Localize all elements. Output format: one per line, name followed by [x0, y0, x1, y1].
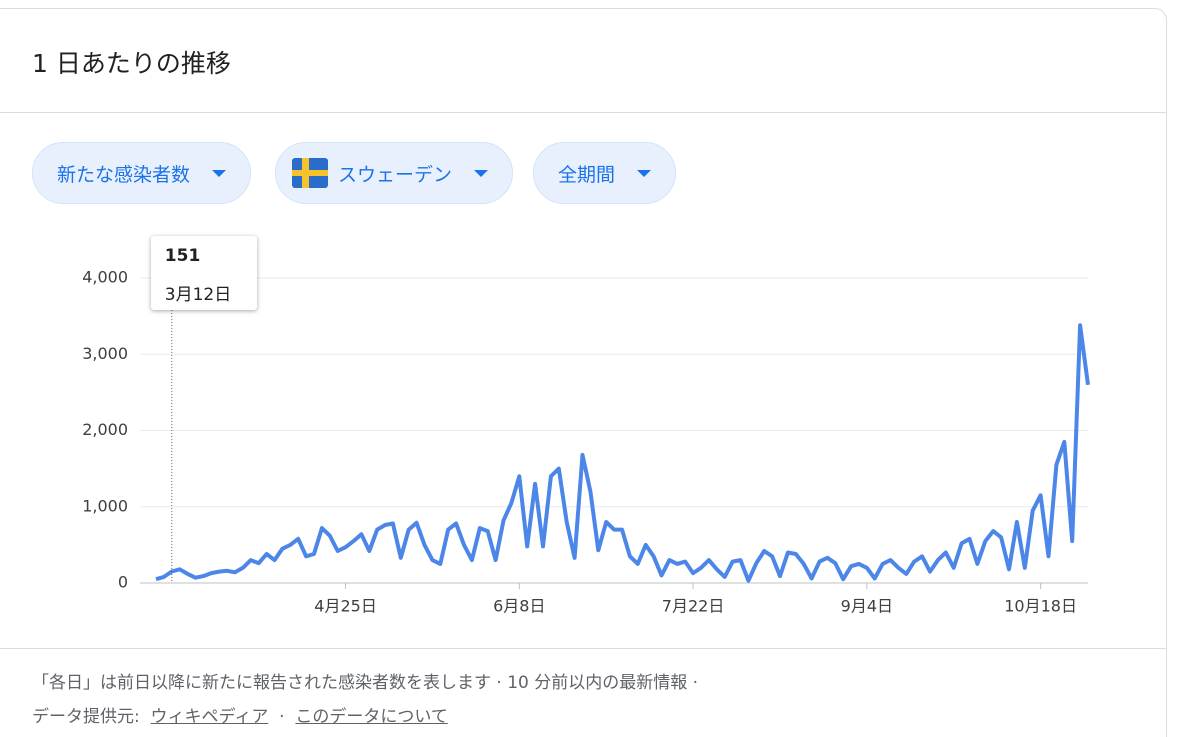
card	[0, 8, 1167, 737]
y-tick-label: 3,000	[82, 344, 128, 363]
flag	[292, 158, 328, 188]
x-tick-label: 9月4日	[841, 597, 893, 616]
metric-filter[interactable]: 新たな感染者数	[32, 142, 252, 204]
x-tick-label: 6月8日	[493, 597, 545, 616]
footer-source: データ提供元: ウィキペディア · このデータについて	[32, 702, 448, 727]
caret	[637, 169, 652, 177]
tooltip-value: 151	[164, 246, 201, 266]
link[interactable]: このデータについて	[295, 707, 448, 727]
period-filter[interactable]: 全期間	[533, 142, 677, 204]
y-tick-label: 4,000	[82, 268, 128, 287]
tooltip: 151 3月12日	[150, 236, 257, 310]
footer-note: 「各日」は前日以降に新たに報告された感染者数を表します · 10 分前以内の最新…	[32, 673, 699, 693]
y-tick-label: 0	[118, 573, 128, 592]
country-filter[interactable]: スウェーデン	[275, 142, 514, 204]
card-title: 1 日あたりの推移	[32, 49, 231, 78]
y-tick-label: 2,000	[82, 420, 128, 439]
separator: ·	[279, 707, 285, 727]
y-tick-label: 1,000	[82, 496, 128, 515]
data-line	[155, 323, 1090, 583]
chip-label: スウェーデン	[338, 163, 453, 186]
x-tick-label: 7月22日	[662, 597, 725, 616]
chip-label: 全期間	[558, 163, 616, 186]
tooltip-date: 3月12日	[164, 285, 232, 305]
x-tick-label: 10月18日	[1004, 597, 1077, 616]
source-label: データ提供元:	[32, 707, 140, 727]
divider	[0, 112, 1167, 113]
caret	[212, 169, 227, 177]
chip-label: 新たな感染者数	[57, 163, 191, 186]
caret	[474, 169, 489, 177]
link[interactable]: ウィキペディア	[150, 707, 269, 727]
divider	[0, 648, 1167, 649]
x-tick-label: 4月25日	[314, 597, 377, 616]
